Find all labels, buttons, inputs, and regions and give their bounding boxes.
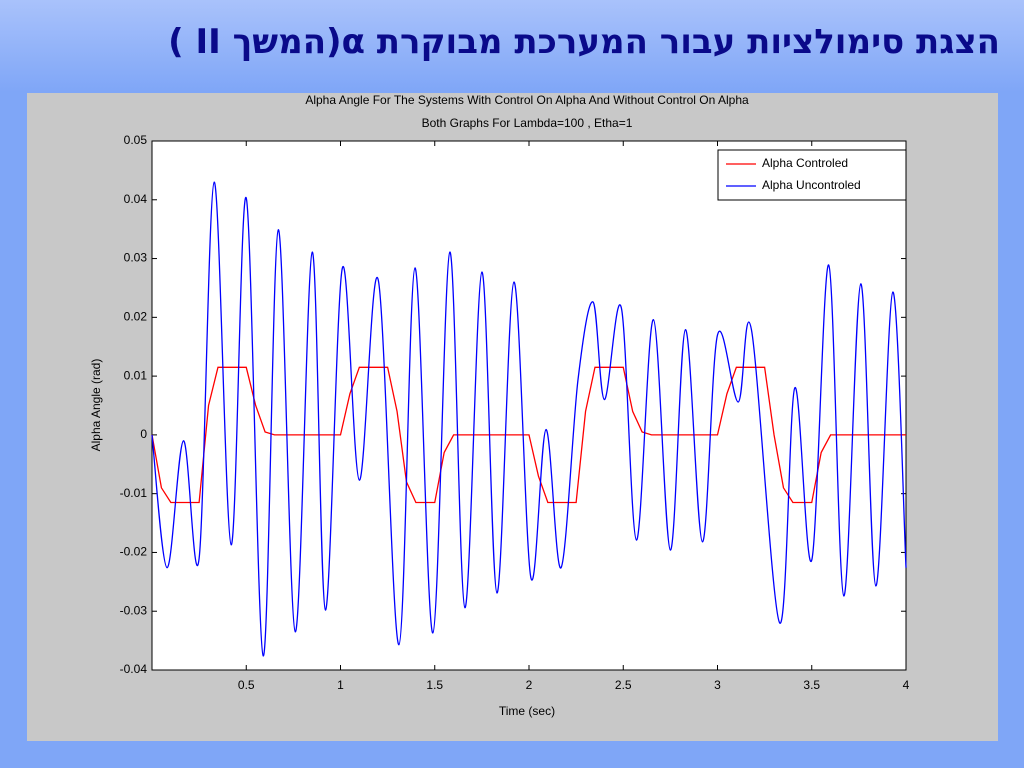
x-tick-label: 1.5 [426,678,443,692]
y-tick-label: 0.01 [124,368,148,382]
series-line [151,366,906,504]
chart-subtitle: Both Graphs For Lambda=100 , Etha=1 [422,116,633,130]
chart-title: Alpha Angle For The Systems With Control… [305,93,749,107]
x-tick-label: 4 [903,678,910,692]
y-tick-label: 0 [140,427,147,441]
x-tick-label: 2.5 [615,678,632,692]
x-tick-label: 0.5 [238,678,255,692]
x-tick-label: 2 [526,678,533,692]
y-tick-label: -0.01 [120,486,148,500]
y-tick-label: 0.04 [124,192,148,206]
x-tick-label: 3 [714,678,721,692]
y-tick-label: 0.05 [124,133,148,147]
y-tick-label: -0.04 [120,662,148,676]
legend-label: Alpha Controled [762,156,848,170]
y-tick-label: -0.03 [120,603,148,617]
x-axis-label: Time (sec) [499,704,555,718]
series-line [151,181,907,657]
y-tick-label: -0.02 [120,545,148,559]
slide-title: הצגת סימולציות עבור המערכת מבוקרת α(המשך… [168,22,1000,62]
y-tick-label: 0.02 [124,310,148,324]
y-axis-label: Alpha Angle (rad) [89,359,103,452]
x-tick-label: 1 [337,678,344,692]
plot-area [151,140,907,671]
y-tick-label: 0.03 [124,251,148,265]
x-tick-label: 3.5 [803,678,820,692]
legend-box [717,149,907,201]
legend-label: Alpha Uncontroled [762,178,861,192]
